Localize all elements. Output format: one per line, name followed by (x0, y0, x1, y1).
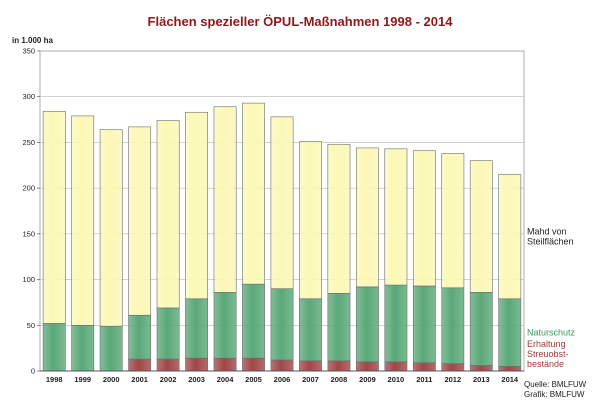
bar-segment (469, 160, 493, 293)
bar-segment (42, 323, 66, 372)
x-tick-label: 2007 (302, 375, 319, 384)
bar-segment (412, 150, 436, 287)
legend-entry-line: Streuobst- (527, 349, 569, 359)
bar-segment (299, 360, 322, 372)
chart-title: Flächen spezieller ÖPUL-Maßnahmen 1998 -… (148, 14, 454, 29)
bar-segment (42, 111, 66, 324)
source-line: Grafik: BMLFUW (524, 390, 585, 399)
bar-segment (327, 292, 351, 362)
bar-segment (270, 359, 294, 372)
bar-segment (242, 283, 265, 359)
x-tick-label: 1999 (74, 375, 91, 384)
plot-area: 0 50 100 150 200 250 300 350 1998 1999 2000 2001 200… (22, 47, 525, 384)
y-tick-label: 250 (22, 138, 35, 147)
legend-entry-line: Naturschutz (527, 328, 576, 338)
x-tick-label: 2012 (444, 375, 461, 384)
x-tick-label: 2014 (501, 375, 519, 384)
x-tick-label: 2000 (103, 375, 120, 384)
bar-segment (384, 284, 408, 363)
bar-segment (128, 126, 152, 316)
x-tick-label: 2002 (160, 375, 177, 384)
legend: Erhaltung Streuobst-beständeNaturschutzMa… (527, 227, 576, 369)
bar-segment (299, 141, 322, 300)
legend-entry: Naturschutz (527, 328, 576, 338)
legend-entry-line: bestände (527, 359, 564, 369)
bar-segment (213, 106, 237, 293)
bar-segment (441, 153, 465, 289)
bar-segment (128, 314, 152, 360)
bar-segment (356, 361, 379, 372)
legend-entry-line: Mahd von (527, 227, 567, 237)
bar-segment (441, 287, 465, 364)
bar-segment (185, 111, 208, 300)
x-tick-label: 2004 (217, 375, 235, 384)
bar-segment (128, 358, 152, 372)
bar-segment (270, 116, 294, 290)
bar-segment (242, 357, 265, 372)
legend-entry: Mahd von Steilflächen (527, 227, 574, 247)
bar-segment (498, 298, 522, 367)
bar-segment (498, 366, 522, 372)
bar-segment (327, 360, 351, 372)
bar-segment (270, 288, 294, 361)
bar-segment (412, 362, 436, 372)
x-tick-label: 2013 (473, 375, 490, 384)
y-tick-label: 100 (22, 275, 35, 284)
bar-segment (412, 285, 436, 364)
bar-segment (356, 286, 379, 363)
x-tick-label: 2005 (245, 375, 262, 384)
bar-segment (356, 147, 379, 288)
y-tick-label: 300 (22, 92, 35, 101)
x-tick-label: 2006 (274, 375, 291, 384)
y-tick-label: 150 (22, 229, 35, 238)
legend-entry-line: Erhaltung (527, 339, 566, 349)
y-tick-label: 0 (31, 367, 35, 376)
y-tick-label: 350 (22, 47, 35, 56)
x-tick-label: 2009 (359, 375, 376, 384)
x-tick-label: 2010 (388, 375, 405, 384)
bar-segment (441, 363, 465, 372)
y-tick-label: 200 (22, 184, 35, 193)
y-tick-label: 50 (27, 321, 35, 330)
x-tick-label: 2001 (131, 375, 148, 384)
bar-segment (384, 148, 408, 286)
y-axis-unit-label: in 1.000 ha (12, 36, 53, 45)
bar-segment (469, 365, 493, 372)
bar-segment (99, 325, 123, 372)
bar-segment (156, 120, 180, 309)
legend-entry-line: Steilflächen (527, 237, 574, 247)
bar-segment (99, 129, 123, 327)
bar-segment (185, 298, 208, 359)
bar-segment (156, 307, 180, 360)
bar-segment (213, 357, 237, 372)
bar-segment (327, 143, 351, 294)
x-tick-label: 2011 (416, 375, 432, 384)
x-tick-label: 2008 (331, 375, 348, 384)
bar-segment (384, 361, 408, 372)
bar-segment (71, 115, 95, 326)
bar-segment (71, 324, 95, 372)
bar-segment (242, 102, 265, 285)
x-tick-label: 2003 (188, 375, 205, 384)
x-tick-label: 1998 (46, 375, 63, 384)
bar-segment (213, 292, 237, 359)
bar-segment (469, 292, 493, 366)
bar-segment (156, 358, 180, 372)
bar-segment (185, 357, 208, 372)
source-line: Quelle: BMLFUW (524, 380, 587, 389)
bar-segment (299, 298, 322, 362)
legend-entry: Erhaltung Streuobst-bestände (527, 339, 569, 369)
bar-segment (498, 174, 522, 300)
